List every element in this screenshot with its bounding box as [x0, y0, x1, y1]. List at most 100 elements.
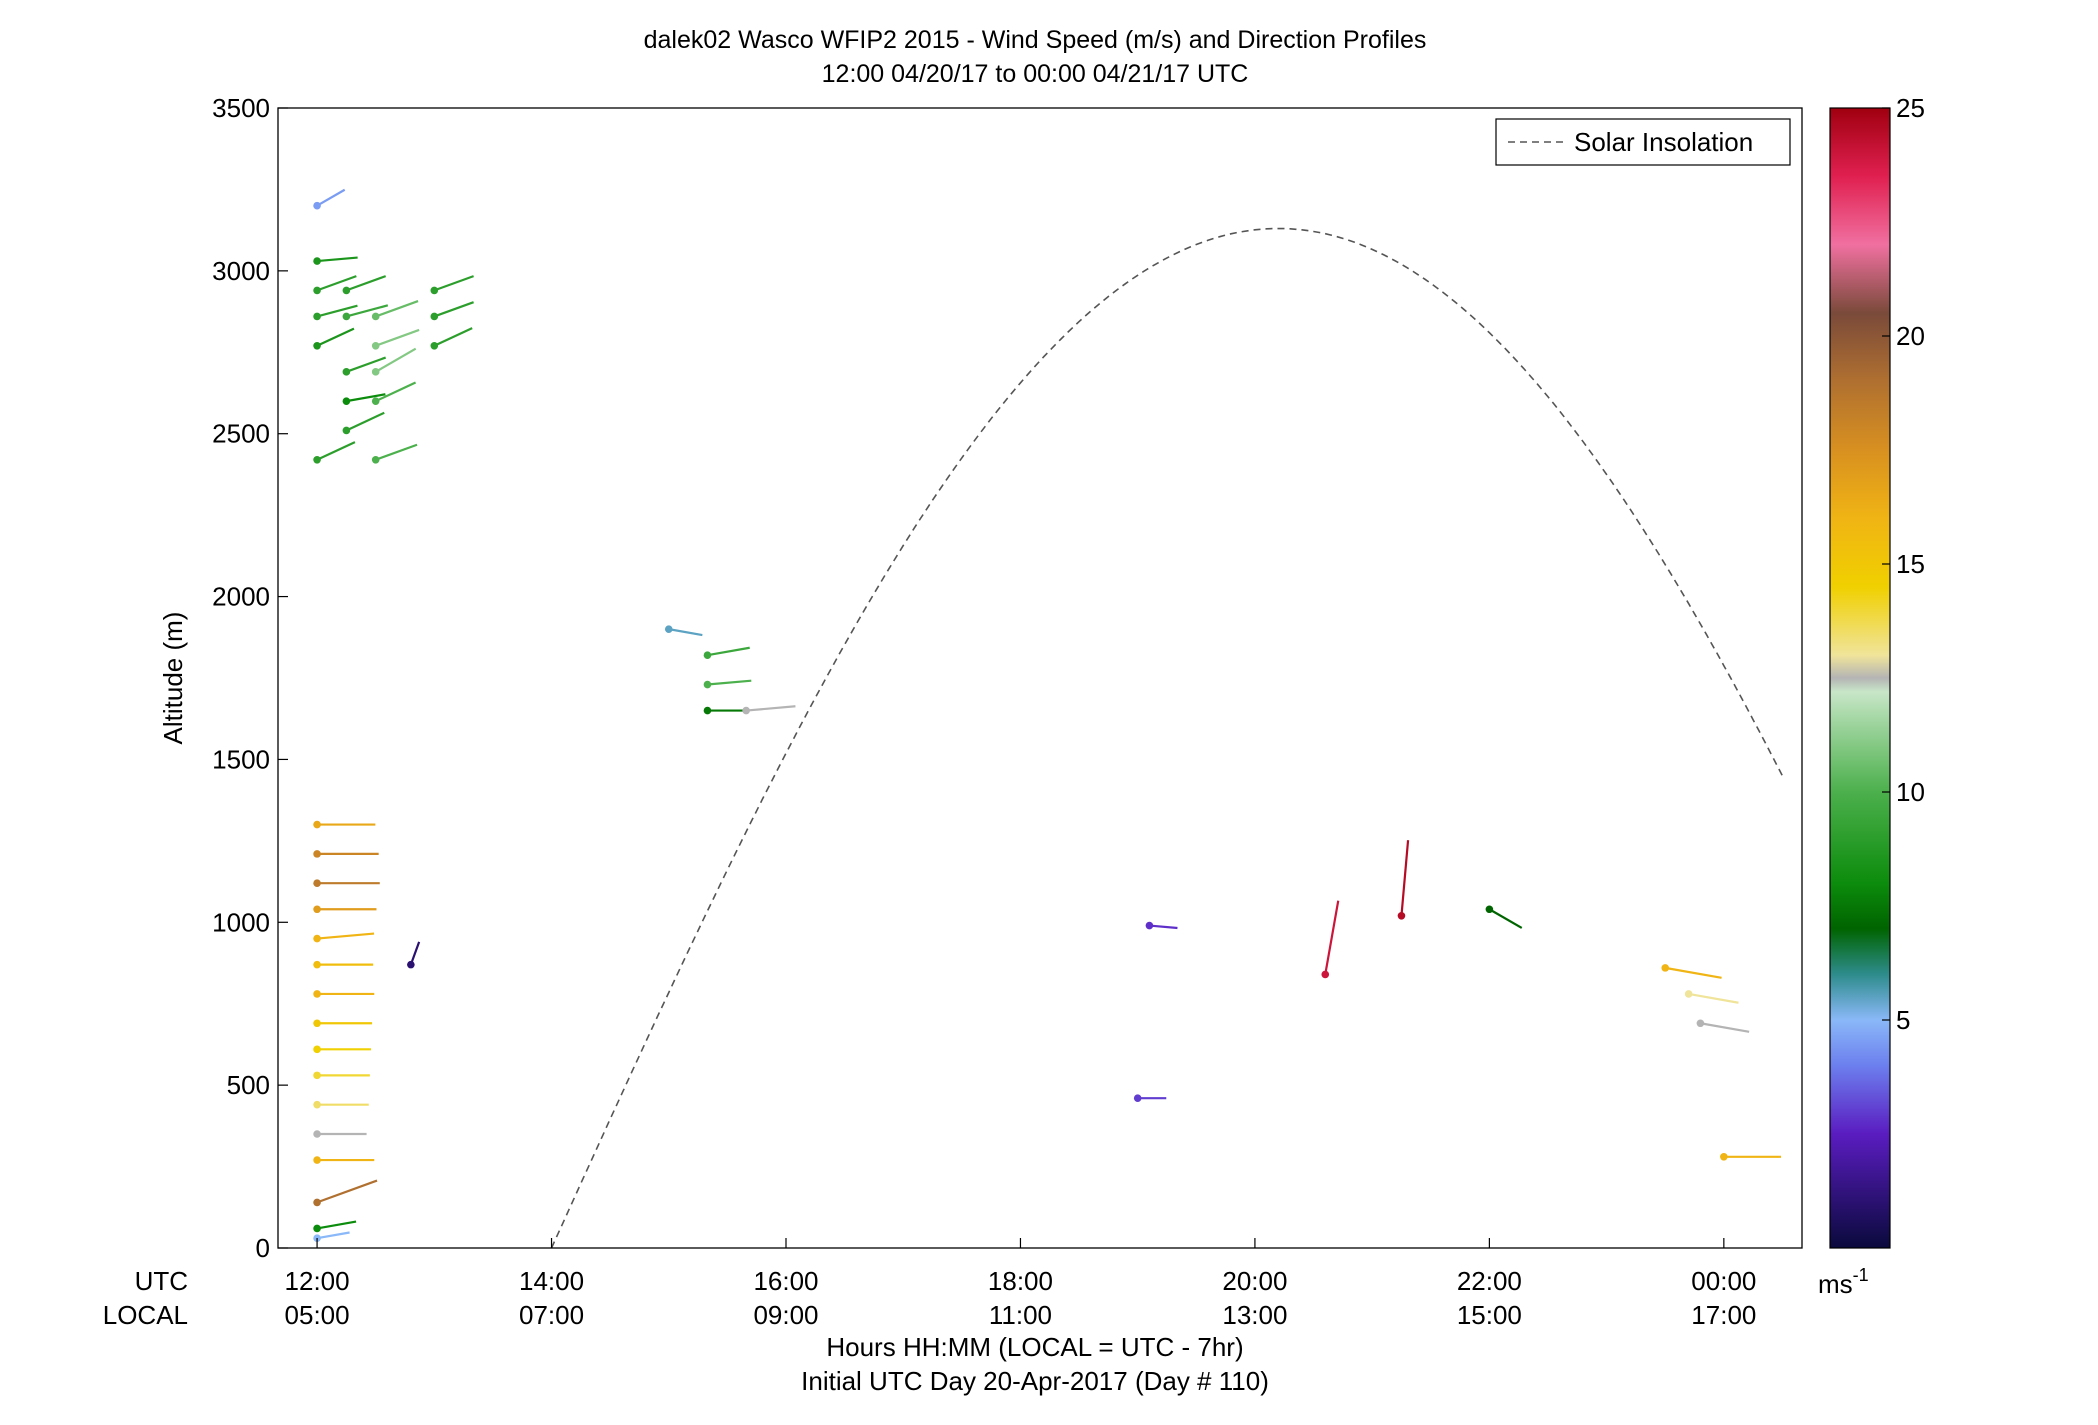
y-tick-label: 2500 [212, 419, 270, 449]
wind-barb-dot [1696, 1019, 1705, 1028]
x-tick-label-utc: 16:00 [753, 1266, 818, 1296]
x-tick-label-utc: 00:00 [1691, 1266, 1756, 1296]
wind-barb-shaft [1665, 966, 1722, 979]
chart-title: dalek02 Wasco WFIP2 2015 - Wind Speed (m… [644, 26, 1427, 54]
x-tick-label-utc: 14:00 [519, 1266, 584, 1296]
wind-barb-shaft [346, 304, 389, 318]
wind-barb-dot [342, 368, 351, 376]
x-tick-label-local: 13:00 [1222, 1300, 1287, 1330]
wind-barb-shaft [316, 441, 356, 461]
wind-barb-dot [1485, 905, 1494, 914]
wind-barb-shaft [316, 1231, 350, 1240]
wind-barb-dot [342, 397, 351, 405]
wind-barb-dot [1321, 970, 1330, 979]
wind-barb-dot [313, 879, 321, 887]
wind-barb-dot [1661, 964, 1670, 972]
wind-barb-shaft [345, 411, 385, 432]
solar-insolation-curve [550, 227, 1784, 1249]
wind-barb-shaft [375, 443, 418, 461]
wind-barb-shaft [707, 679, 752, 686]
colorbar: 5 10 15 20 25 ms-1 [1818, 93, 1925, 1299]
wind-barb-shaft [668, 628, 703, 637]
wind-barb-dot [703, 680, 712, 689]
y-tick-label: 3500 [212, 93, 270, 123]
wind-barb-dot [342, 286, 351, 295]
y-tick-label: 500 [227, 1070, 270, 1100]
wind-barb-shaft [1488, 908, 1523, 929]
wind-barb-dot [342, 312, 351, 321]
wind-barb-shaft [433, 301, 474, 318]
wind-barb-dot [430, 312, 439, 321]
wind-barb-shaft [316, 932, 375, 940]
x-tick-label-utc: 18:00 [988, 1266, 1053, 1296]
wind-barb-dot [313, 820, 321, 829]
wind-barb-dot [313, 1019, 321, 1028]
wind-barb-shaft [316, 1220, 357, 1230]
colorbar-ticks: 5 10 15 20 25 [1882, 93, 1925, 1035]
colorbar-tick-label: 10 [1896, 777, 1925, 807]
wind-barb-shaft [433, 275, 474, 292]
wind-barb-dot [313, 1045, 321, 1054]
wind-barb-shaft [346, 275, 387, 292]
y-axis-label: Altitude (m) [158, 612, 188, 745]
x-tick-label-local: 17:00 [1691, 1300, 1756, 1330]
wind-barb-dot [371, 397, 380, 405]
wind-barb-shaft [316, 256, 358, 263]
wind-barb-dot [742, 706, 750, 715]
wind-barb-dot [313, 312, 321, 321]
wind-barb-shaft [316, 327, 355, 347]
x-tick-label-utc: 22:00 [1457, 1266, 1522, 1296]
x-axis-label: Hours HH:MM (LOCAL = UTC - 7hr) [826, 1332, 1243, 1362]
y-tick-label: 1000 [212, 907, 270, 937]
y-tick-label: 2000 [212, 582, 270, 612]
wind-barb-dot [313, 990, 321, 998]
x-axis-label-initial-day: Initial UTC Day 20-Apr-2017 (Day # 110) [801, 1366, 1269, 1396]
wind-barb-dot [313, 1100, 321, 1109]
wind-barb-dot [313, 1198, 321, 1207]
wind-barb-dot [313, 286, 321, 295]
wind-barb-shaft [375, 347, 417, 373]
colorbar-tick-label: 20 [1896, 321, 1925, 351]
x-tick-label-utc: 12:00 [285, 1266, 350, 1296]
wind-barb-dot [430, 286, 439, 295]
wind-barb-dot [703, 706, 712, 715]
wind-barb-shaft [316, 275, 357, 292]
wind-barb-shaft [375, 299, 419, 318]
wind-barb-dot [313, 201, 321, 210]
wind-barb-shaft [409, 941, 421, 966]
wind-barb-dot [313, 341, 321, 350]
wind-barb-dot [313, 850, 321, 858]
wind-barb-dot [664, 625, 673, 633]
local-row-label: LOCAL [103, 1300, 188, 1330]
x-tick-label-local: 11:00 [989, 1300, 1052, 1330]
x-tick-label-local: 15:00 [1457, 1300, 1522, 1330]
legend: Solar Insolation [1495, 118, 1791, 166]
wind-barb-shaft [346, 356, 387, 373]
wind-barb-shaft [707, 646, 750, 657]
colorbar-tick-label: 5 [1896, 1005, 1910, 1035]
wind-barb-shaft [375, 328, 420, 347]
wind-barb-dot [1397, 911, 1406, 920]
wind-barb-shaft [1324, 900, 1340, 975]
y-tick-label: 3000 [212, 256, 270, 286]
plot-frame [277, 107, 1803, 1249]
wind-barbs-layer [313, 188, 1782, 1243]
wind-barb-dot [313, 1224, 321, 1233]
wind-barb-shaft [1400, 840, 1410, 916]
wind-barb-dot [430, 341, 439, 350]
wind-barb-dot [371, 341, 380, 350]
colorbar-tick-label: 25 [1896, 93, 1925, 123]
colorbar-gradient [1829, 107, 1891, 1249]
wind-barb-shaft [375, 381, 417, 403]
y-axis: 0 500 1000 1500 2000 2500 3000 3500 [212, 93, 288, 1263]
wind-barb-dot [371, 368, 380, 376]
colorbar-tick-label: 15 [1896, 549, 1925, 579]
y-tick-label: 1500 [212, 744, 270, 774]
wind-barb-dot [703, 651, 712, 659]
wind-barb-shaft [1688, 992, 1739, 1004]
wind-barb-dot [313, 257, 321, 265]
wind-barb-shaft [316, 304, 358, 318]
wind-barb-dot [1145, 921, 1154, 930]
wind-barb-dot [313, 1156, 321, 1164]
